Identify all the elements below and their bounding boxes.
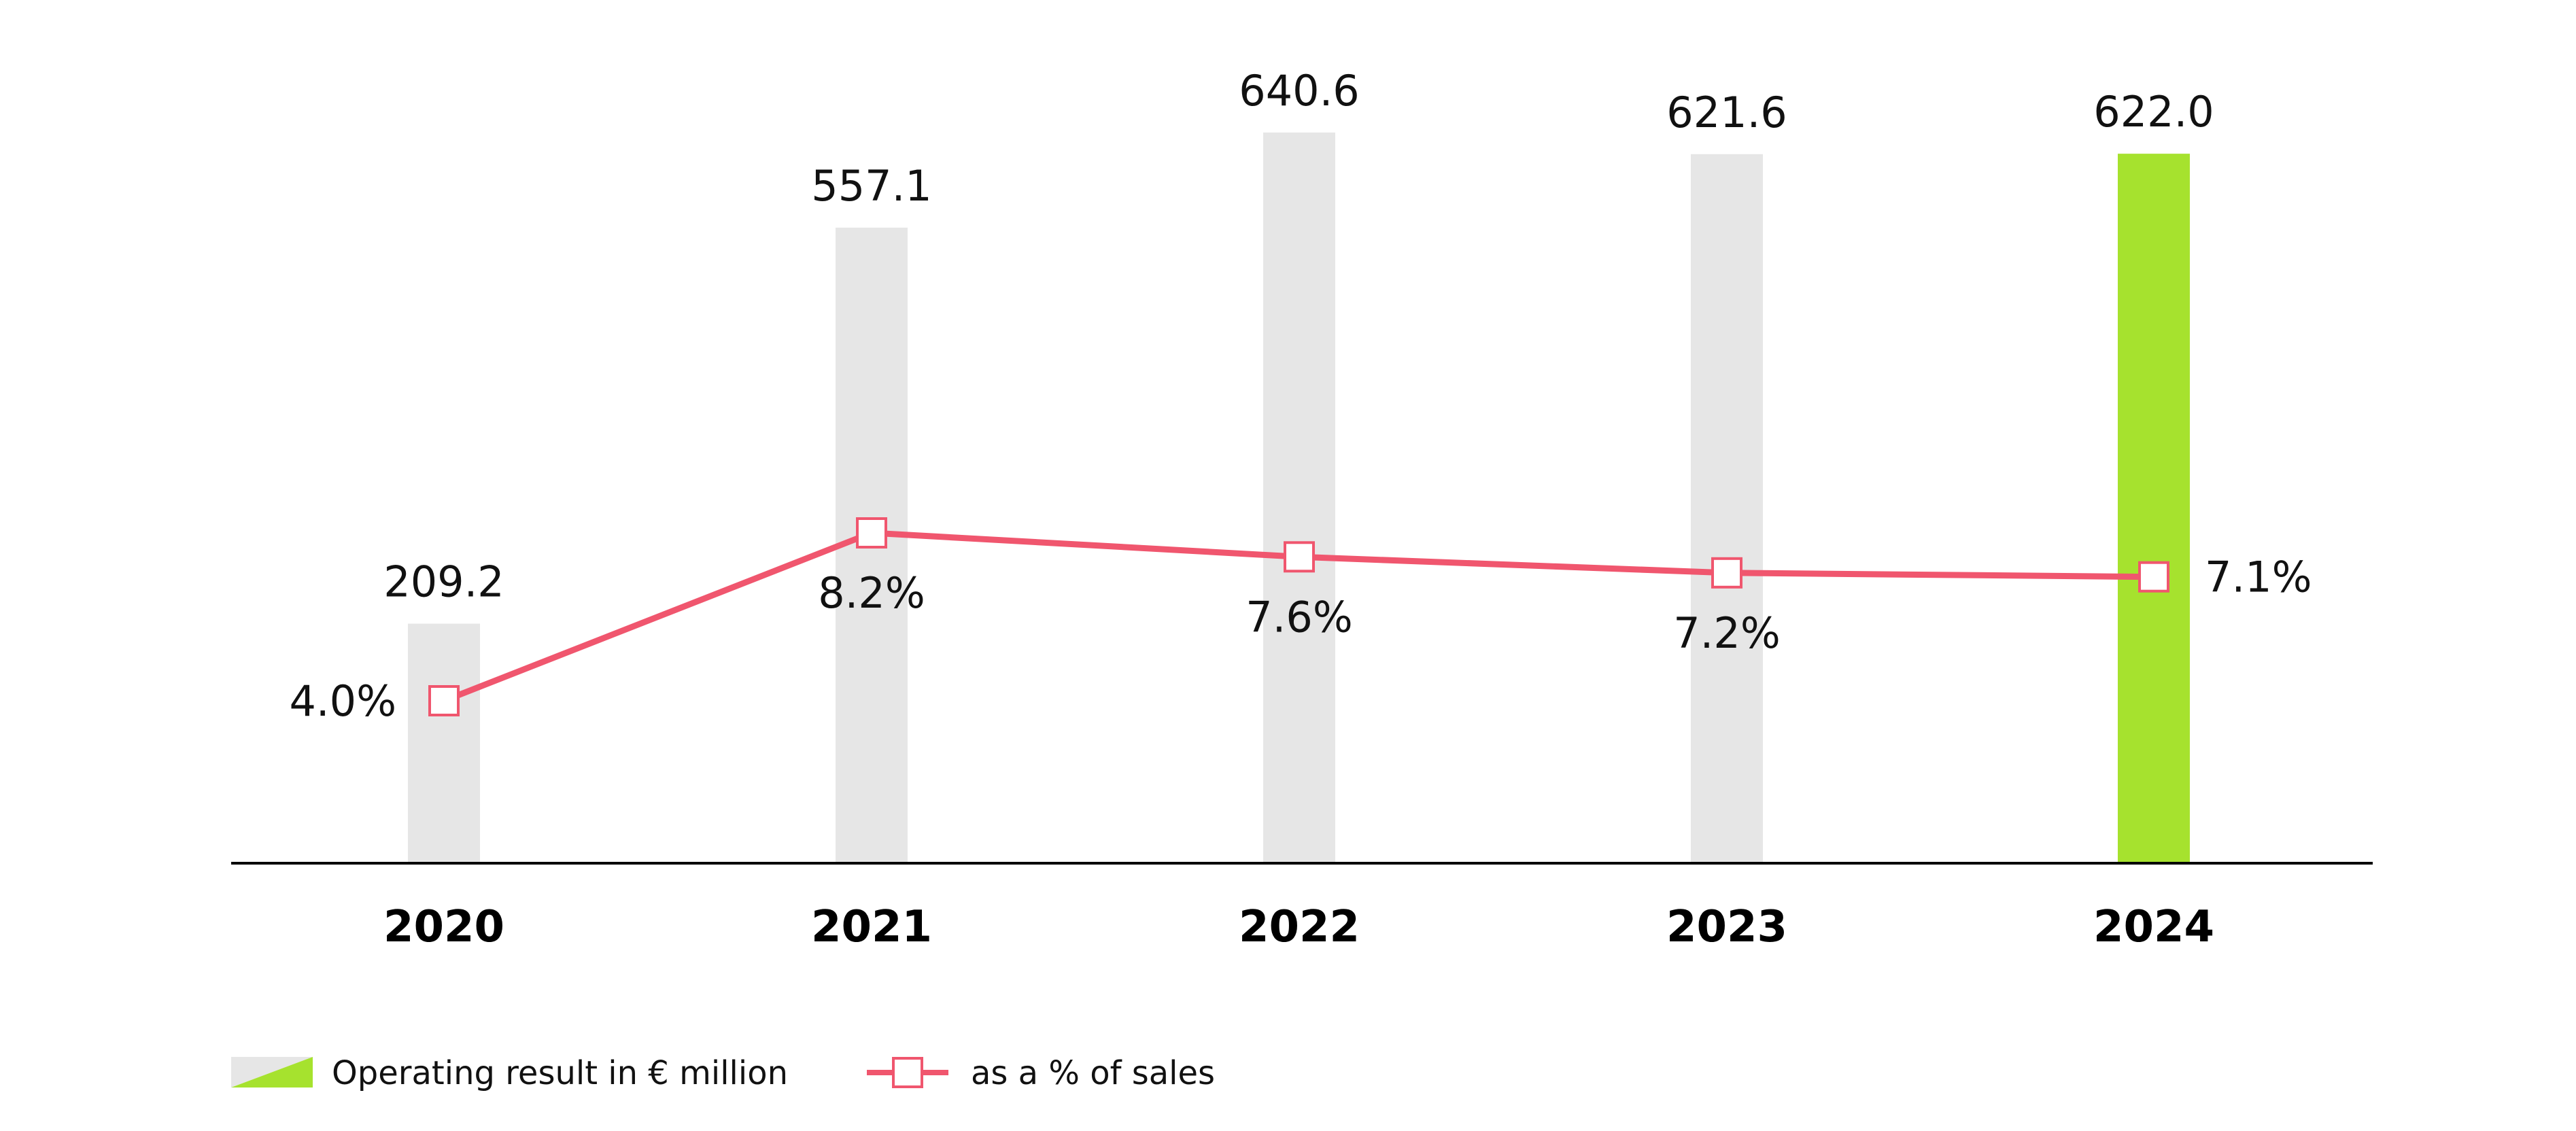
line-marker-2022 [1284,541,1315,573]
pct-label-2023: 7.2% [1673,608,1781,658]
pct-label-2024: 7.1% [2205,553,2312,602]
bar-value-label-2020: 209.2 [383,557,504,607]
x-tick-labels: 2020 2021 2022 2023 2024 [383,902,2214,952]
bar-2020 [408,623,480,862]
x-tick-label-2020: 2020 [383,902,504,952]
bar-2022 [1263,133,1335,862]
bar-value-label-2023: 621.6 [1666,88,1787,137]
pct-label-2020: 4.0% [289,676,396,726]
legend: Operating result in € million as a % of … [231,1054,1215,1092]
legend-line-marker [892,1057,923,1088]
x-tick-label-2023: 2023 [1666,902,1787,952]
bars-layer [408,133,2190,863]
legend-label-bar: Operating result in € million [332,1054,788,1092]
bar-value-label-2021: 557.1 [811,161,932,211]
x-tick-label-2024: 2024 [2093,902,2214,952]
x-tick-label-2022: 2022 [1239,902,1360,952]
line-marker-2024 [2138,561,2169,593]
pct-label-2021: 8.2% [818,568,925,618]
labels-layer: 209.2 557.1 640.6 621.6 622.0 4.0% 8.2% 7.6% 7.2… [289,66,2312,726]
bar-value-label-2022: 640.6 [1239,66,1360,116]
bar-value-label-2024: 622.0 [2093,87,2214,137]
line-layer [428,517,2169,716]
x-tick-label-2021: 2021 [811,902,932,952]
legend-bar-swatch-green [231,1057,313,1088]
line-marker-2023 [1711,557,1742,589]
pct-label-2022: 7.6% [1246,592,1353,642]
legend-label-line: as a % of sales [971,1054,1215,1092]
bar-2024 [2118,154,2190,862]
legend-item-line: as a % of sales [867,1054,1215,1092]
legend-item-bar: Operating result in € million [231,1054,788,1092]
bar-2023 [1691,154,1763,863]
line-marker-2020 [428,685,460,716]
line-marker-2021 [856,517,887,549]
